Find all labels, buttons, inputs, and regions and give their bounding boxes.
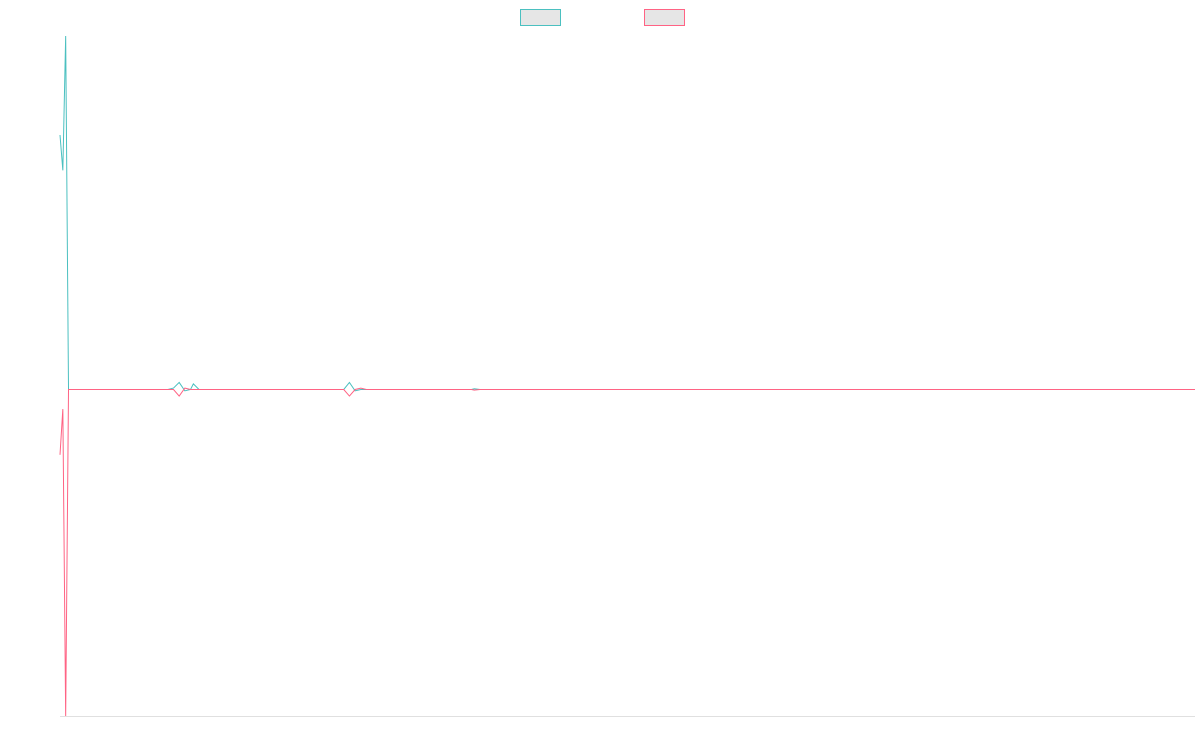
series-2-line: [59, 387, 1195, 717]
legend-swatch-series-1[interactable]: [520, 9, 561, 26]
chart-legend: [520, 9, 685, 26]
legend-swatch-series-2[interactable]: [644, 9, 685, 26]
series-1-line: [59, 35, 1195, 392]
plot-area: [59, 35, 1195, 717]
